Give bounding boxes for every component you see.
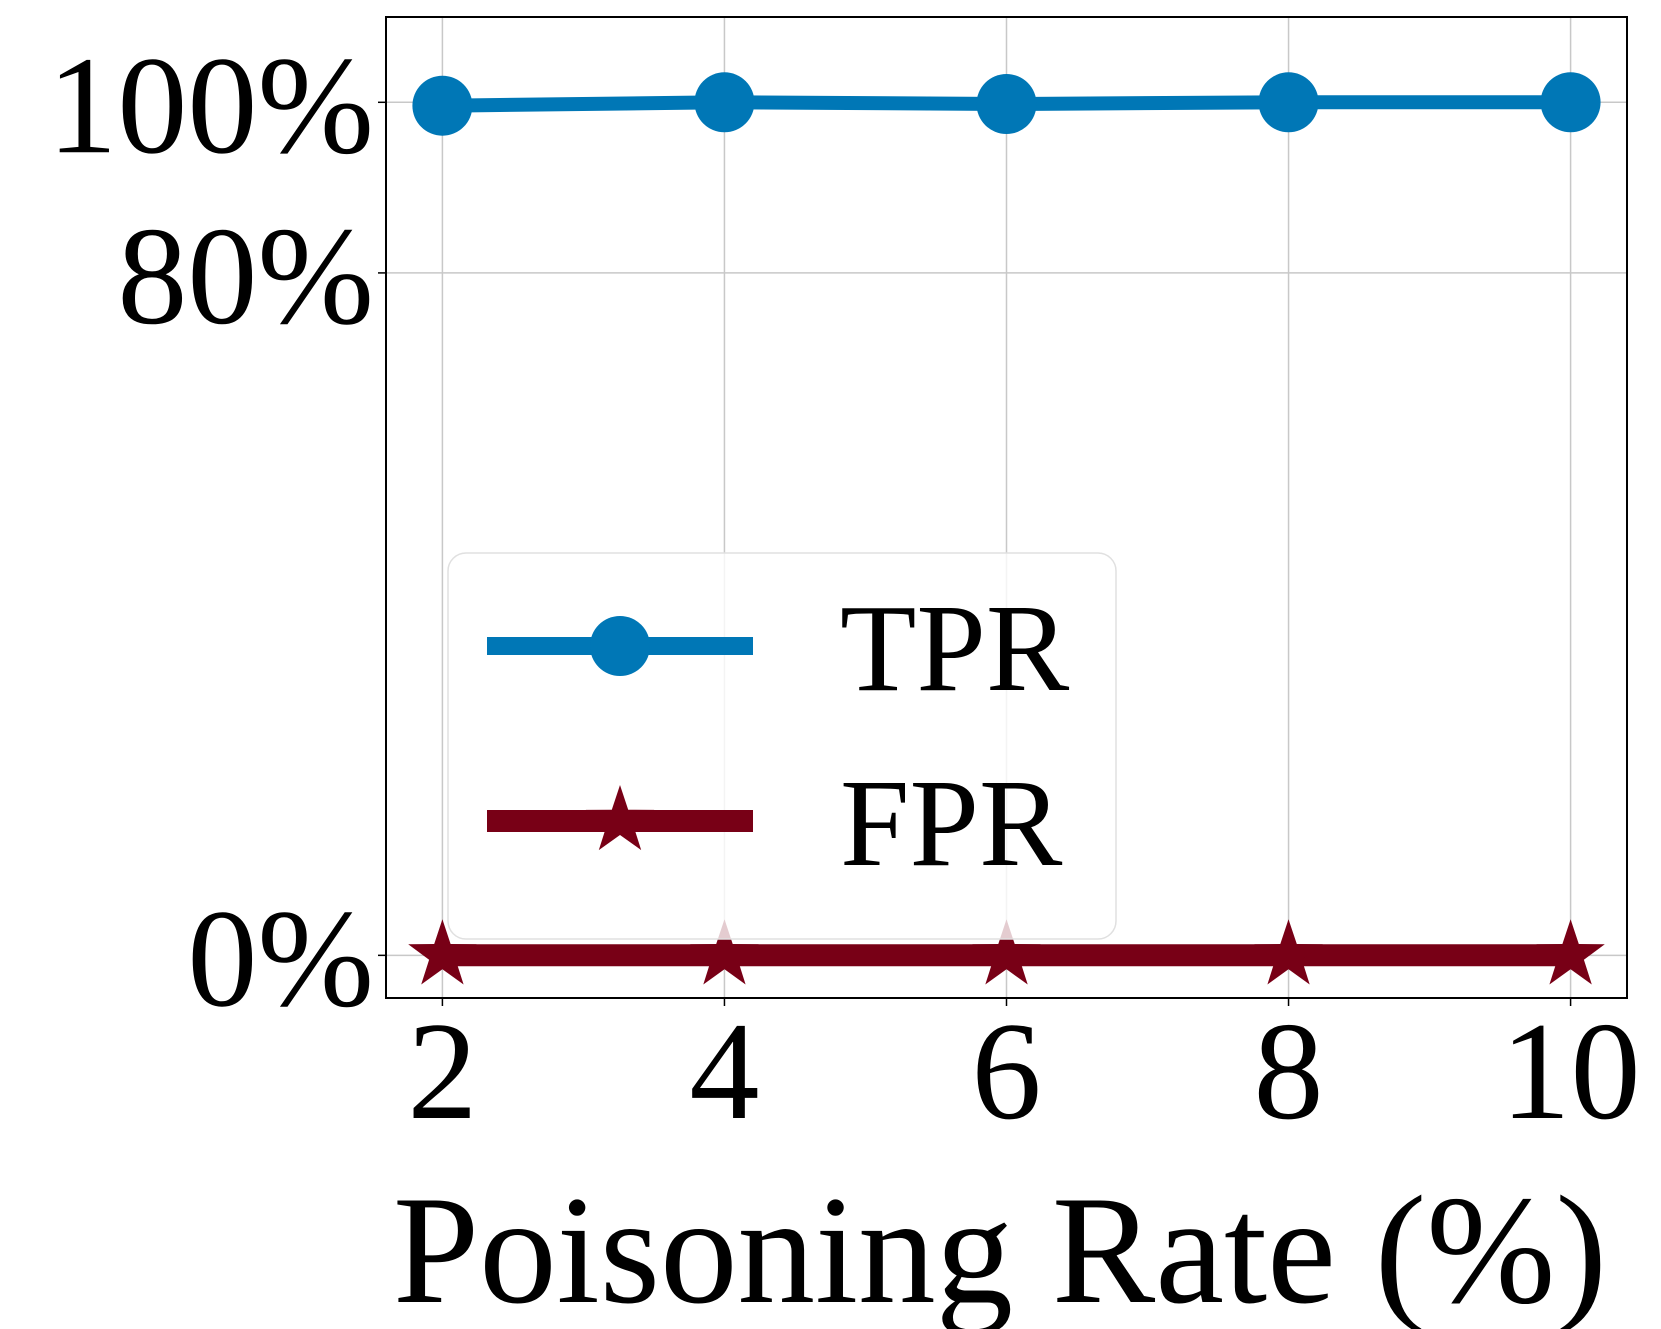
axis-ticks: 2 4 6 8 100%80%100% [47, 28, 1640, 1149]
x-tick-label: 10 [1501, 994, 1641, 1149]
legend: TPR FPR [447, 552, 1117, 940]
data-point-tpr [694, 72, 755, 133]
legend-marker-tpr [590, 616, 650, 676]
legend-label-fpr: FPR [840, 755, 1063, 893]
x-axis-label: Poisoning Rate (%) [393, 1164, 1607, 1329]
data-point-tpr [1540, 72, 1601, 133]
x-tick-label: 2 [407, 994, 477, 1149]
y-tick-label: 100% [47, 28, 374, 183]
data-point-fpr [1536, 919, 1605, 985]
y-tick-label: 80% [117, 199, 374, 354]
x-tick-label: 8 [1254, 994, 1324, 1149]
data-point-fpr [408, 919, 477, 985]
x-tick-label: 4 [689, 994, 759, 1149]
x-tick-label: 6 [972, 994, 1042, 1149]
legend-label-tpr: TPR [840, 580, 1070, 718]
data-point-tpr [1258, 72, 1319, 133]
y-tick-label: 0% [187, 881, 374, 1036]
series-layer [408, 72, 1605, 985]
data-point-fpr [690, 919, 759, 985]
legend-marker-fpr [585, 785, 655, 851]
data-point-tpr [976, 74, 1037, 135]
data-point-tpr [412, 75, 473, 136]
data-point-fpr [972, 919, 1041, 985]
data-point-fpr [1254, 919, 1323, 985]
